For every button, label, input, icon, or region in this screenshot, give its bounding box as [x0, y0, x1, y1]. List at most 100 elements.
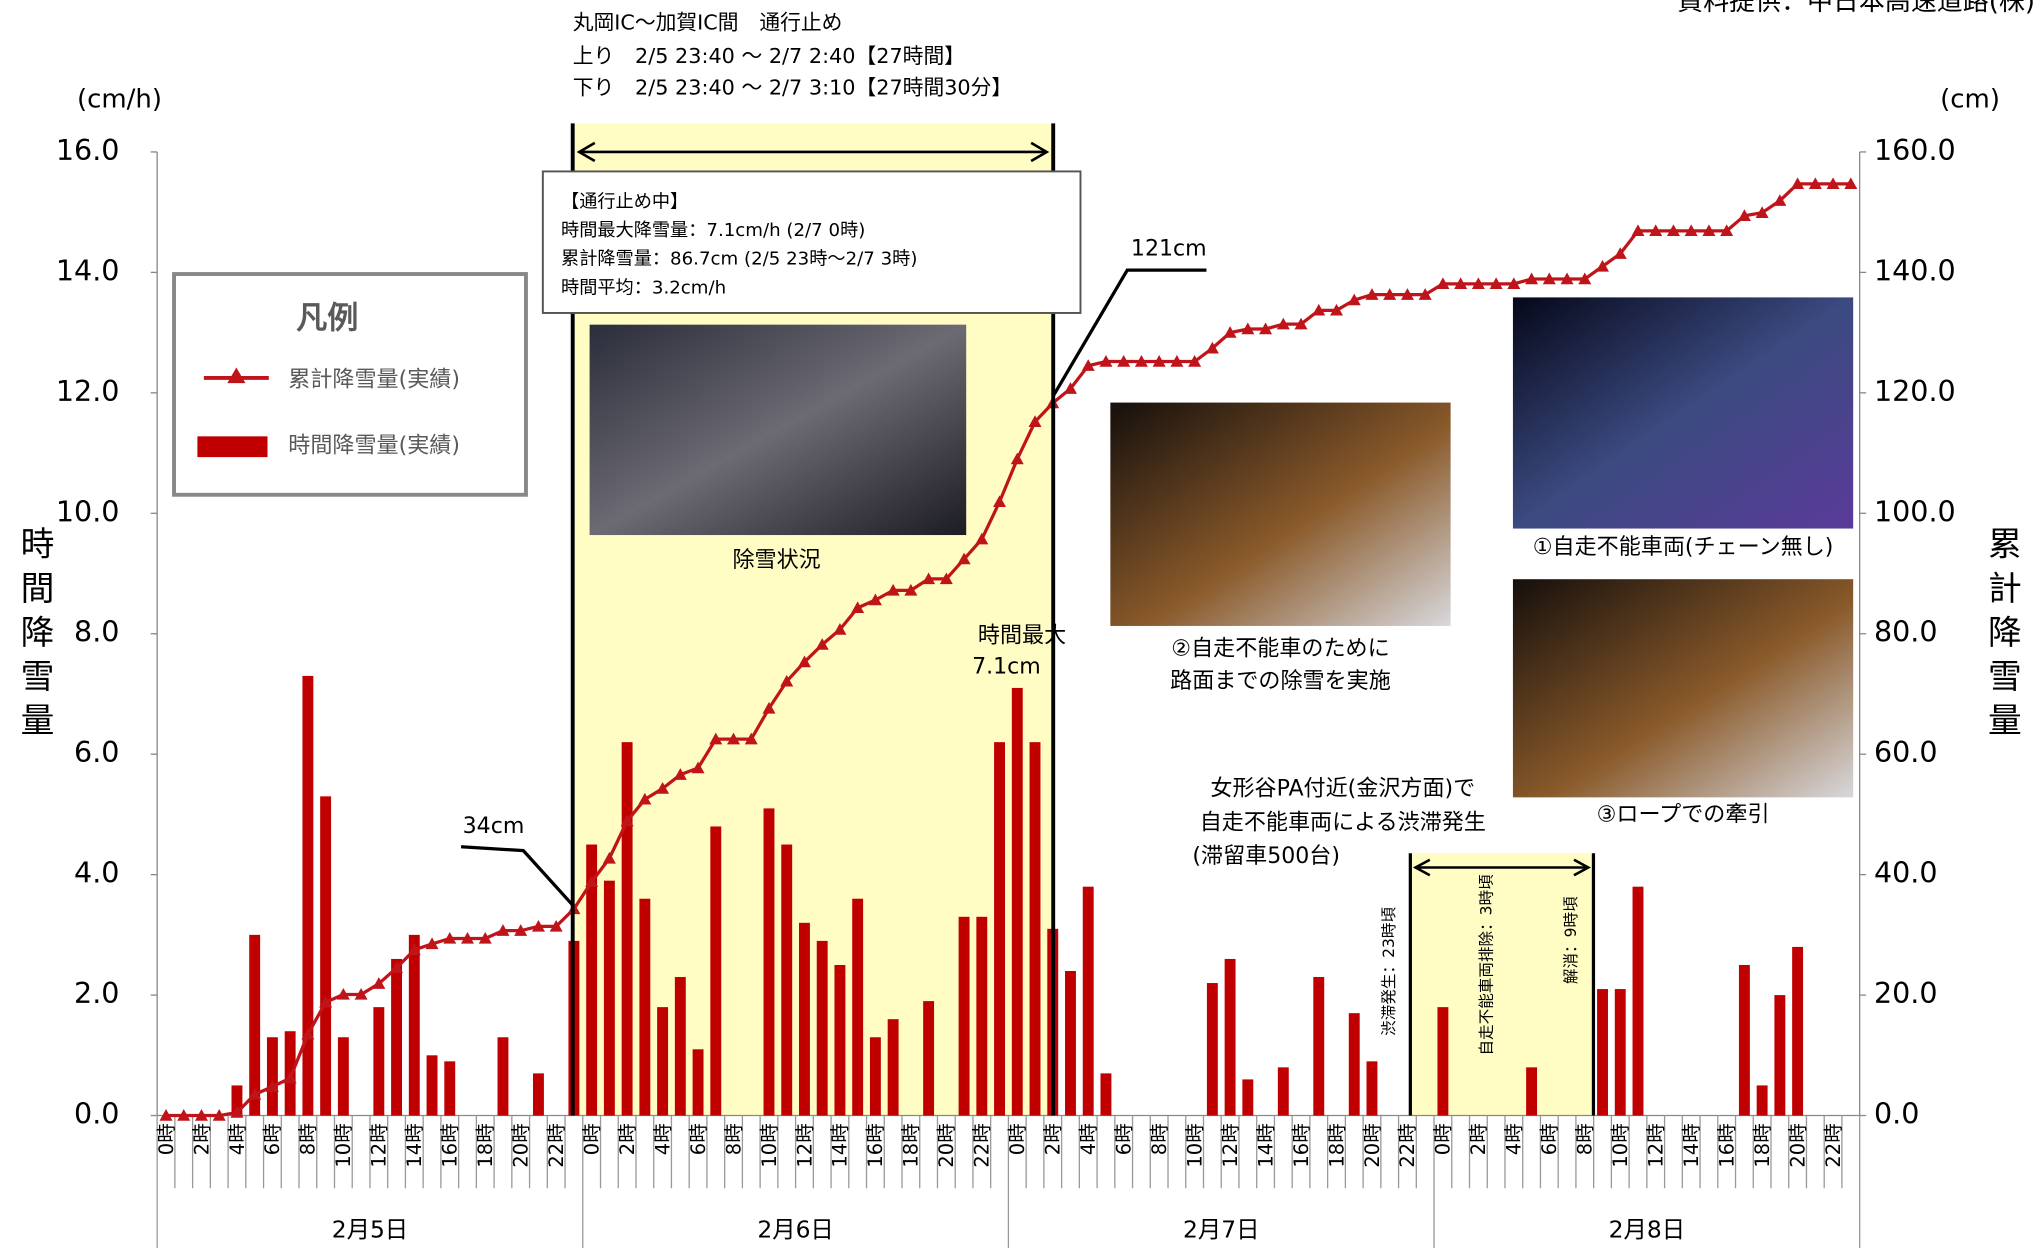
annotation: 34cm	[463, 814, 525, 839]
x-tick-label: 10時	[758, 1123, 781, 1167]
leader-line	[1051, 268, 1207, 397]
line-marker	[1418, 288, 1432, 300]
x-tick-label: 12時	[793, 1123, 816, 1167]
bar	[887, 1019, 899, 1116]
bar	[337, 1037, 349, 1116]
box	[541, 170, 1082, 314]
x-tick-label: 10時	[1609, 1123, 1632, 1167]
line-marker	[1294, 317, 1308, 330]
bar	[1738, 964, 1750, 1116]
line-marker	[1737, 209, 1751, 221]
line-marker	[407, 943, 421, 956]
line-marker	[1631, 224, 1645, 237]
bar	[674, 977, 686, 1116]
bar	[1224, 958, 1236, 1116]
y2-tick-label: 40.0	[1874, 856, 1938, 890]
bar	[781, 844, 793, 1116]
x-tick-label: 6時	[1538, 1123, 1561, 1155]
annotations: 121cm 34cm 時間最大 7.1cm 除雪状況 ②自走不能車のために 路面…	[463, 236, 1834, 1055]
line-marker	[1489, 277, 1503, 290]
line-marker	[230, 1106, 244, 1118]
bar	[1792, 946, 1804, 1116]
y-tick-label: 10.0	[56, 494, 120, 528]
y2-tick-label: 160.0	[1874, 133, 1956, 167]
x-tick-label: 2時	[1042, 1123, 1065, 1155]
line-marker	[1099, 355, 1113, 367]
line-marker	[354, 987, 368, 1000]
line-marker	[1081, 359, 1095, 371]
line-marker	[691, 761, 705, 774]
annotation: 自走不能車両による渋滞発生	[1200, 810, 1486, 835]
line-marker	[904, 583, 918, 596]
box-text: 時間平均：3.2cm/h	[561, 277, 726, 298]
line-marker	[1454, 277, 1468, 290]
x-tick-label: 6時	[261, 1123, 284, 1155]
line-marker	[1525, 272, 1539, 285]
y-tick-label: 0.0	[74, 1097, 119, 1131]
bar	[1082, 886, 1094, 1116]
photo	[589, 324, 967, 536]
x-tick-label: 2時	[190, 1123, 213, 1155]
bar	[923, 1001, 935, 1116]
line-marker	[709, 732, 723, 745]
box-text: 累計降雪量：86.7cm (2/5 23時～2/7 3時)	[561, 249, 917, 270]
bar	[426, 1055, 438, 1116]
bar	[1011, 687, 1023, 1116]
x-tick-label: 22時	[545, 1123, 568, 1167]
line-marker	[1383, 288, 1397, 300]
bar	[639, 898, 651, 1116]
line-marker	[1152, 355, 1166, 367]
legend: 凡例 累計降雪量(実績) 時間降雪量(実績)	[172, 272, 528, 497]
legend-title: 凡例	[296, 300, 358, 336]
annotation: 渋滞発生：23時頃	[1380, 907, 1398, 1036]
x-tick-label: 8時	[1148, 1123, 1171, 1155]
x-tick-label: 14時	[829, 1123, 852, 1167]
x-tick-label: 8時	[1574, 1123, 1597, 1155]
photo-caption: 路面までの除雪を実施	[1170, 669, 1391, 694]
line-marker	[1330, 303, 1343, 316]
line-marker	[159, 1109, 173, 1121]
bar	[958, 916, 970, 1116]
x-tick-label: 8時	[297, 1123, 320, 1155]
line-marker	[1578, 272, 1592, 285]
line-marker	[177, 1109, 191, 1121]
line-marker	[780, 674, 794, 687]
arrow-head	[1412, 858, 1431, 877]
line-marker	[1702, 224, 1716, 237]
x-tick-label: 2時	[1467, 1123, 1490, 1155]
x-tick-label: 4時	[1077, 1123, 1100, 1155]
x-tick-label: 16時	[864, 1123, 887, 1167]
x-tick-label: 6時	[687, 1123, 710, 1155]
line-marker	[531, 919, 545, 932]
x-tick-label: 4時	[651, 1123, 674, 1155]
bar	[603, 880, 615, 1116]
x-tick-label: 14時	[403, 1123, 426, 1167]
x-tick-label: 20時	[1361, 1123, 1384, 1167]
bar	[231, 1085, 243, 1116]
bar	[710, 826, 722, 1116]
x-tick-label: 10時	[332, 1123, 355, 1167]
legend-label: 時間降雪量(実績)	[288, 434, 460, 459]
annotation: 7.1cm	[972, 655, 1041, 680]
line-marker	[1241, 322, 1255, 335]
line-marker	[1347, 293, 1361, 306]
bar	[586, 844, 598, 1116]
y2-tick-label: 0.0	[1874, 1097, 1919, 1131]
bar	[621, 742, 633, 1116]
line-marker	[1223, 326, 1237, 338]
line-marker	[336, 987, 350, 1000]
x-tick-label: 14時	[1254, 1123, 1277, 1167]
line-marker	[975, 532, 989, 545]
line-marker	[744, 732, 758, 745]
bar	[1526, 1067, 1538, 1116]
line-marker	[1720, 224, 1734, 237]
bar	[391, 958, 403, 1116]
line-marker	[922, 572, 936, 585]
line-marker	[549, 919, 563, 932]
x-tick-label: 10時	[1183, 1123, 1206, 1167]
x-tick-label: 4時	[226, 1123, 249, 1155]
annotation: 女形谷PA付近(金沢方面)で	[1210, 777, 1475, 802]
line-marker	[194, 1109, 208, 1121]
line-marker	[993, 495, 1007, 508]
